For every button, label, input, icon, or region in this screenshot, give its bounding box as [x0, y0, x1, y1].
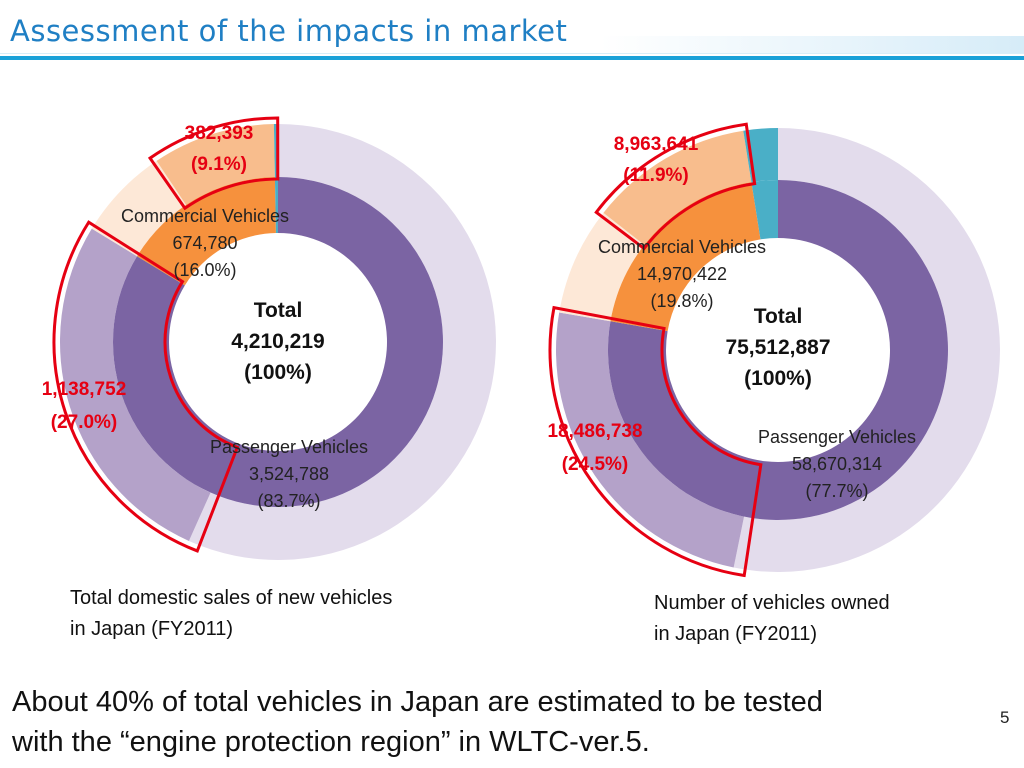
sales-caption-line1: Total domestic sales of new vehicles [70, 587, 393, 609]
conclusion-line2: with the “engine protection region” in W… [12, 726, 650, 758]
conclusion-text: About 40% of total vehicles in Japan are… [12, 682, 972, 762]
chart0-inner-passenger-segment [112, 177, 443, 507]
sales-donut-chart: Total 4,210,219 (100%) Commercial Vehicl… [42, 116, 496, 561]
chart1-commercial-callout-outline [594, 122, 757, 251]
sales-passenger-value: 3,524,788 [249, 464, 329, 484]
owned-commercial-name: Commercial Vehicles [598, 237, 766, 257]
sales-commercial-pct: (16.0%) [173, 260, 236, 280]
sales-commercial-name: Commercial Vehicles [121, 206, 289, 226]
sales-caption-line2: in Japan (FY2011) [70, 618, 234, 640]
chart0-passenger-callout-outline [52, 220, 240, 553]
chart0-inner-commercial-segment [137, 177, 276, 286]
owned-commercial-pct: (19.8%) [650, 291, 713, 311]
title-rule [0, 56, 1024, 60]
owned-caption-line2: in Japan (FY2011) [654, 623, 818, 645]
chart0-inner-other-segment [274, 177, 278, 234]
sales-highlight-commercial-pct: (9.1%) [191, 154, 247, 175]
owned-commercial-value: 14,970,422 [637, 264, 727, 284]
conclusion-line1: About 40% of total vehicles in Japan are… [12, 686, 823, 718]
sales-highlight-commercial-value: 382,393 [185, 123, 254, 144]
chart0-outer-commercial-segment [91, 160, 187, 257]
chart1-outer-commercial-segment [559, 212, 645, 322]
title-band [600, 36, 1024, 53]
sales-chart-caption: Total domestic sales of new vehicles in … [70, 583, 392, 645]
chart1-inner-commercial-segment [610, 182, 761, 332]
sales-commercial-value: 674,780 [172, 233, 237, 253]
owned-caption-line1: Number of vehicles owned [654, 592, 890, 614]
sales-total-pct: (100%) [244, 361, 312, 384]
sales-passenger-pct: (83.7%) [257, 491, 320, 511]
chart0-outer-passenger-highlight [59, 228, 211, 541]
chart0-outer-passenger-segment [188, 124, 496, 561]
chart1-inner-passenger-segment [607, 180, 948, 521]
chart0-outer-commercial-highlight [156, 124, 275, 205]
owned-total-value: 75,512,887 [725, 336, 830, 359]
owned-highlight-passenger-pct: (24.5%) [562, 454, 629, 475]
title-rule-thin [0, 53, 1024, 54]
chart1-passenger-callout-outline [548, 305, 763, 578]
owned-highlight-commercial-pct: (11.9%) [623, 165, 688, 186]
chart1-outer-passenger-segment [733, 128, 1000, 572]
owned-passenger-pct: (77.7%) [805, 481, 868, 501]
owned-total-label: Total [754, 305, 803, 328]
page-number: 5 [1000, 708, 1010, 727]
owned-highlight-passenger-value: 18,486,738 [547, 421, 642, 442]
owned-highlight-commercial-value: 8,963,641 [614, 134, 699, 155]
owned-total-pct: (100%) [744, 367, 812, 390]
donut-charts: Total 4,210,219 (100%) Commercial Vehicl… [42, 116, 1000, 578]
owned-chart-caption: Number of vehicles owned in Japan (FY201… [654, 588, 890, 650]
chart0-commercial-callout-outline [147, 116, 280, 211]
owned-passenger-name: Passenger Vehicles [758, 427, 916, 447]
sales-total-value: 4,210,219 [231, 330, 324, 353]
sales-highlight-passenger-value: 1,138,752 [42, 379, 127, 400]
chart1-outer-passenger-highlight [556, 312, 745, 568]
owned-passenger-value: 58,670,314 [792, 454, 882, 474]
owned-donut-chart: Total 75,512,887 (100%) Commercial Vehic… [547, 122, 1000, 578]
slide-title: Assessment of the impacts in market [10, 14, 568, 48]
sales-passenger-name: Passenger Vehicles [210, 437, 368, 457]
sales-total-label: Total [254, 299, 303, 322]
chart1-outer-commercial-highlight [603, 130, 752, 245]
chart1-inner-other-segment [751, 180, 778, 240]
sales-highlight-passenger-pct: (27.0%) [51, 412, 118, 433]
